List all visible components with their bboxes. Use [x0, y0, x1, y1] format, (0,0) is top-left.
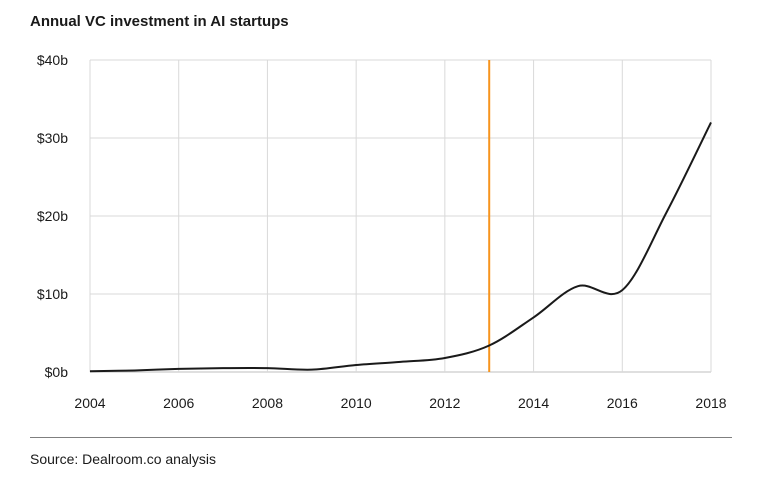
- series-line: [89, 121, 712, 373]
- x-tick-label: 2018: [695, 395, 726, 411]
- y-tick-label: $40b: [37, 52, 68, 68]
- source-divider: [30, 437, 732, 438]
- x-tick-label: 2010: [341, 395, 372, 411]
- source-note: Source: Dealroom.co analysis: [30, 451, 216, 467]
- grid: [89, 59, 712, 373]
- y-tick-label: $0b: [45, 364, 69, 380]
- chart-title: Annual VC investment in AI startups: [30, 13, 289, 30]
- x-tick-label: 2006: [163, 395, 194, 411]
- y-axis: $0b $10b $20b $30b $40b: [37, 52, 68, 380]
- x-tick-label: 2014: [518, 395, 549, 411]
- x-axis: 2004 2006 2008 2010 2012 2014 2016 2018: [74, 395, 726, 411]
- y-tick-label: $20b: [37, 208, 68, 224]
- x-tick-label: 2004: [74, 395, 105, 411]
- x-tick-label: 2008: [252, 395, 283, 411]
- y-tick-label: $30b: [37, 130, 68, 146]
- x-tick-label: 2016: [607, 395, 638, 411]
- line-chart: $0b $10b $20b $30b $40b 2004 2006 2008 2010 2012…: [37, 52, 727, 411]
- y-tick-label: $10b: [37, 286, 68, 302]
- series-layer: [89, 60, 712, 373]
- x-tick-label: 2012: [429, 395, 460, 411]
